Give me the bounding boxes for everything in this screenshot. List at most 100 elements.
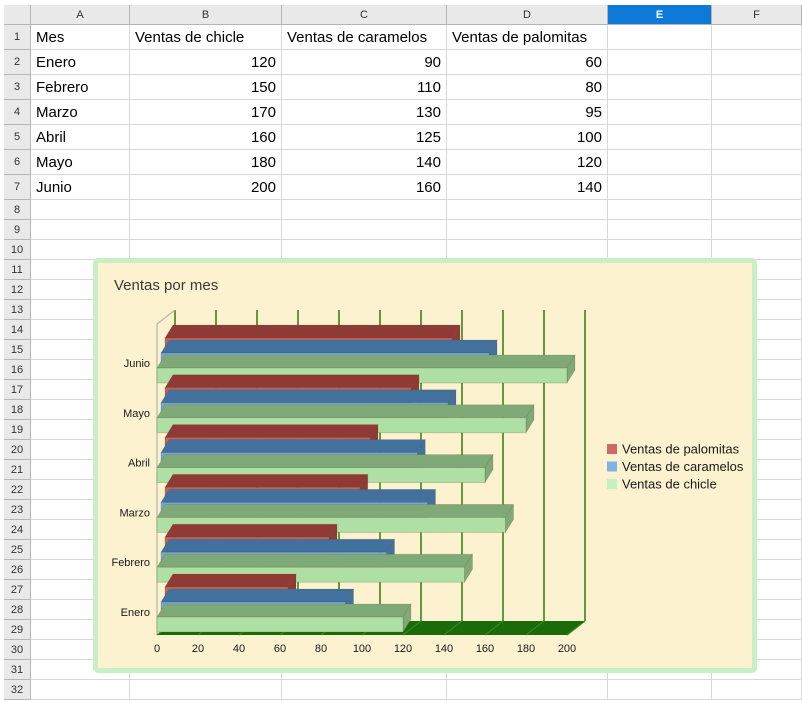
cell-B1[interactable]: Ventas de chicle xyxy=(130,25,282,50)
row-header-7[interactable]: 7 xyxy=(4,175,31,200)
row-header-23[interactable]: 23 xyxy=(4,500,31,520)
row-header-12[interactable]: 12 xyxy=(4,280,31,300)
cell-B5[interactable]: 160 xyxy=(130,125,282,150)
cell-C6[interactable]: 140 xyxy=(282,150,447,175)
cell-D6[interactable]: 120 xyxy=(447,150,608,175)
cell-B9[interactable] xyxy=(130,220,282,240)
row-header-25[interactable]: 25 xyxy=(4,540,31,560)
cell-D8[interactable] xyxy=(447,200,608,220)
cell-B7[interactable]: 200 xyxy=(130,175,282,200)
cell-F1[interactable] xyxy=(712,25,802,50)
cell-D32[interactable] xyxy=(447,680,608,700)
cell-B10[interactable] xyxy=(130,240,282,260)
cell-A8[interactable] xyxy=(31,200,130,220)
corner-select-all-button[interactable] xyxy=(4,5,31,25)
cell-E8[interactable] xyxy=(608,200,712,220)
row-header-22[interactable]: 22 xyxy=(4,480,31,500)
cell-D9[interactable] xyxy=(447,220,608,240)
row-header-3[interactable]: 3 xyxy=(4,75,31,100)
cell-A10[interactable] xyxy=(31,240,130,260)
row-header-19[interactable]: 19 xyxy=(4,420,31,440)
cell-B6[interactable]: 180 xyxy=(130,150,282,175)
cell-C2[interactable]: 90 xyxy=(282,50,447,75)
cell-F2[interactable] xyxy=(712,50,802,75)
embedded-chart[interactable]: Ventas por mes Junio Mayo Abril Marzo Febrero… xyxy=(93,258,757,673)
cell-A3[interactable]: Febrero xyxy=(31,75,130,100)
cell-A32[interactable] xyxy=(31,680,130,700)
cell-E9[interactable] xyxy=(608,220,712,240)
cell-E4[interactable] xyxy=(608,100,712,125)
row-header-17[interactable]: 17 xyxy=(4,380,31,400)
column-header-F[interactable]: F xyxy=(712,5,802,25)
cell-F8[interactable] xyxy=(712,200,802,220)
cell-A5[interactable]: Abril xyxy=(31,125,130,150)
cell-A1[interactable]: Mes xyxy=(31,25,130,50)
column-header-C[interactable]: C xyxy=(282,5,447,25)
cell-D4[interactable]: 95 xyxy=(447,100,608,125)
row-header-9[interactable]: 9 xyxy=(4,220,31,240)
cell-A7[interactable]: Junio xyxy=(31,175,130,200)
row-header-8[interactable]: 8 xyxy=(4,200,31,220)
column-header-D[interactable]: D xyxy=(447,5,608,25)
row-header-1[interactable]: 1 xyxy=(4,25,31,50)
cell-F4[interactable] xyxy=(712,100,802,125)
cell-F3[interactable] xyxy=(712,75,802,100)
cell-C10[interactable] xyxy=(282,240,447,260)
cell-E10[interactable] xyxy=(608,240,712,260)
cell-B2[interactable]: 120 xyxy=(130,50,282,75)
row-header-32[interactable]: 32 xyxy=(4,680,31,700)
cell-C1[interactable]: Ventas de caramelos xyxy=(282,25,447,50)
column-header-B[interactable]: B xyxy=(130,5,282,25)
cell-D7[interactable]: 140 xyxy=(447,175,608,200)
row-header-15[interactable]: 15 xyxy=(4,340,31,360)
row-header-24[interactable]: 24 xyxy=(4,520,31,540)
cell-F6[interactable] xyxy=(712,150,802,175)
cell-C7[interactable]: 160 xyxy=(282,175,447,200)
cell-C3[interactable]: 110 xyxy=(282,75,447,100)
cell-F9[interactable] xyxy=(712,220,802,240)
row-header-28[interactable]: 28 xyxy=(4,600,31,620)
row-header-14[interactable]: 14 xyxy=(4,320,31,340)
cell-E3[interactable] xyxy=(608,75,712,100)
cell-A6[interactable]: Mayo xyxy=(31,150,130,175)
cell-E7[interactable] xyxy=(608,175,712,200)
cell-F5[interactable] xyxy=(712,125,802,150)
cell-D5[interactable]: 100 xyxy=(447,125,608,150)
cell-C4[interactable]: 130 xyxy=(282,100,447,125)
cell-C8[interactable] xyxy=(282,200,447,220)
column-header-A[interactable]: A xyxy=(31,5,130,25)
cell-F10[interactable] xyxy=(712,240,802,260)
row-header-5[interactable]: 5 xyxy=(4,125,31,150)
row-header-27[interactable]: 27 xyxy=(4,580,31,600)
row-header-26[interactable]: 26 xyxy=(4,560,31,580)
cell-A9[interactable] xyxy=(31,220,130,240)
row-header-10[interactable]: 10 xyxy=(4,240,31,260)
row-header-6[interactable]: 6 xyxy=(4,150,31,175)
row-header-29[interactable]: 29 xyxy=(4,620,31,640)
cell-A4[interactable]: Marzo xyxy=(31,100,130,125)
cell-E1[interactable] xyxy=(608,25,712,50)
cell-D1[interactable]: Ventas de palomitas xyxy=(447,25,608,50)
cell-F7[interactable] xyxy=(712,175,802,200)
row-header-16[interactable]: 16 xyxy=(4,360,31,380)
row-header-2[interactable]: 2 xyxy=(4,50,31,75)
row-header-30[interactable]: 30 xyxy=(4,640,31,660)
cell-E5[interactable] xyxy=(608,125,712,150)
cell-C32[interactable] xyxy=(282,680,447,700)
row-header-20[interactable]: 20 xyxy=(4,440,31,460)
row-header-31[interactable]: 31 xyxy=(4,660,31,680)
cell-B3[interactable]: 150 xyxy=(130,75,282,100)
cell-B32[interactable] xyxy=(130,680,282,700)
row-header-4[interactable]: 4 xyxy=(4,100,31,125)
cell-B4[interactable]: 170 xyxy=(130,100,282,125)
cell-F32[interactable] xyxy=(712,680,802,700)
cell-E6[interactable] xyxy=(608,150,712,175)
cell-A2[interactable]: Enero xyxy=(31,50,130,75)
cell-E32[interactable] xyxy=(608,680,712,700)
row-header-11[interactable]: 11 xyxy=(4,260,31,280)
cell-C5[interactable]: 125 xyxy=(282,125,447,150)
column-header-E[interactable]: E xyxy=(608,5,712,25)
cell-B8[interactable] xyxy=(130,200,282,220)
cell-D3[interactable]: 80 xyxy=(447,75,608,100)
cell-D10[interactable] xyxy=(447,240,608,260)
